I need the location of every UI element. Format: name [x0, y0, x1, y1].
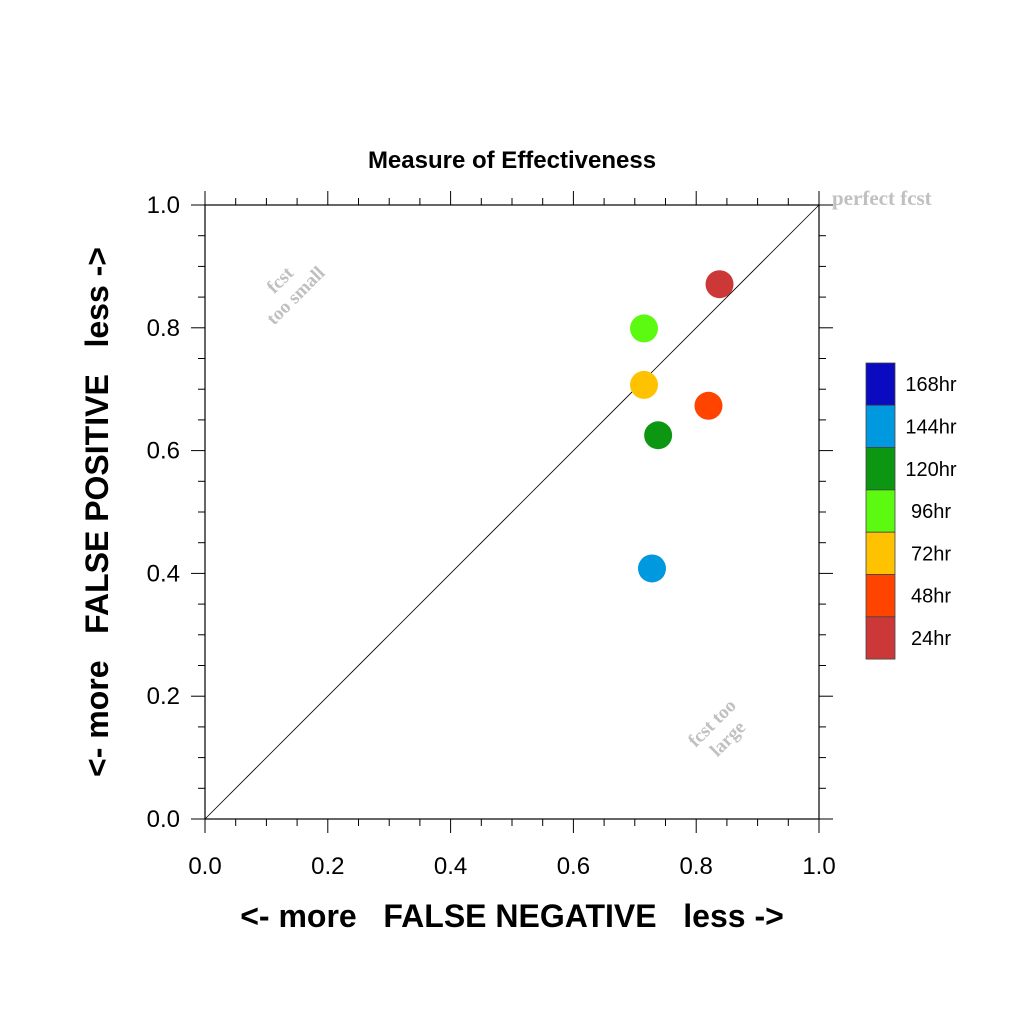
legend-swatch-144hr [865, 404, 896, 448]
point-24hr [705, 270, 734, 299]
legend-swatch-120hr [865, 447, 896, 491]
legend-label-96hr: 96hr [911, 501, 951, 523]
plot-frame [204, 204, 820, 820]
chart-title: Measure of Effectiveness [368, 147, 656, 174]
x-axis-label: <- more FALSE NEGATIVE less -> [240, 898, 784, 934]
legend-swatch-24hr [865, 616, 896, 660]
y-axis-label: <- more FALSE POSITIVE less -> [79, 247, 115, 777]
point-120hr [644, 421, 673, 450]
x-tick-label: 0.8 [680, 853, 713, 880]
legend-swatch-96hr [865, 489, 896, 533]
legend-label-48hr: 48hr [911, 586, 951, 608]
legend-swatch-72hr [865, 531, 896, 575]
axis-ticks [191, 191, 833, 833]
legend-swatch-168hr [865, 362, 896, 406]
legend-label-120hr: 120hr [905, 459, 956, 481]
annotation-perfect-fcst: perfect fcst [832, 186, 932, 210]
y-tick-labels: 0.0 0.2 0.4 0.6 0.8 1.0 [147, 192, 180, 833]
y-tick-label: 0.8 [147, 315, 180, 342]
x-tick-label: 0.6 [557, 853, 590, 880]
legend-label-72hr: 72hr [911, 543, 951, 565]
y-tick-label: 0.0 [147, 806, 180, 833]
x-tick-label: 0.4 [434, 853, 467, 880]
diagonal-reference-line [204, 204, 820, 820]
legend-label-24hr: 24hr [911, 628, 951, 650]
y-tick-label: 1.0 [147, 192, 180, 219]
legend-label-144hr: 144hr [905, 416, 956, 438]
annotation-fcst-too-small: fcst too small [263, 262, 330, 329]
point-48hr [694, 391, 723, 420]
legend-swatch-48hr [865, 574, 896, 618]
legend-label-168hr: 168hr [905, 374, 956, 396]
x-tick-labels: 0.0 0.2 0.4 0.6 0.8 1.0 [188, 853, 835, 880]
point-72hr [630, 370, 659, 399]
data-points [630, 270, 734, 583]
x-tick-label: 1.0 [802, 853, 835, 880]
annotation-fcst-too-large: fcst too large [684, 695, 750, 761]
point-144hr [637, 554, 666, 583]
point-96hr [630, 314, 659, 343]
y-tick-label: 0.4 [147, 560, 180, 587]
x-tick-label: 0.0 [188, 853, 221, 880]
y-tick-label: 0.2 [147, 683, 180, 710]
y-tick-label: 0.6 [147, 438, 180, 465]
legend: 168hr 144hr 120hr 96hr 72hr 48hr 24hr [865, 362, 957, 660]
x-tick-label: 0.2 [311, 853, 344, 880]
